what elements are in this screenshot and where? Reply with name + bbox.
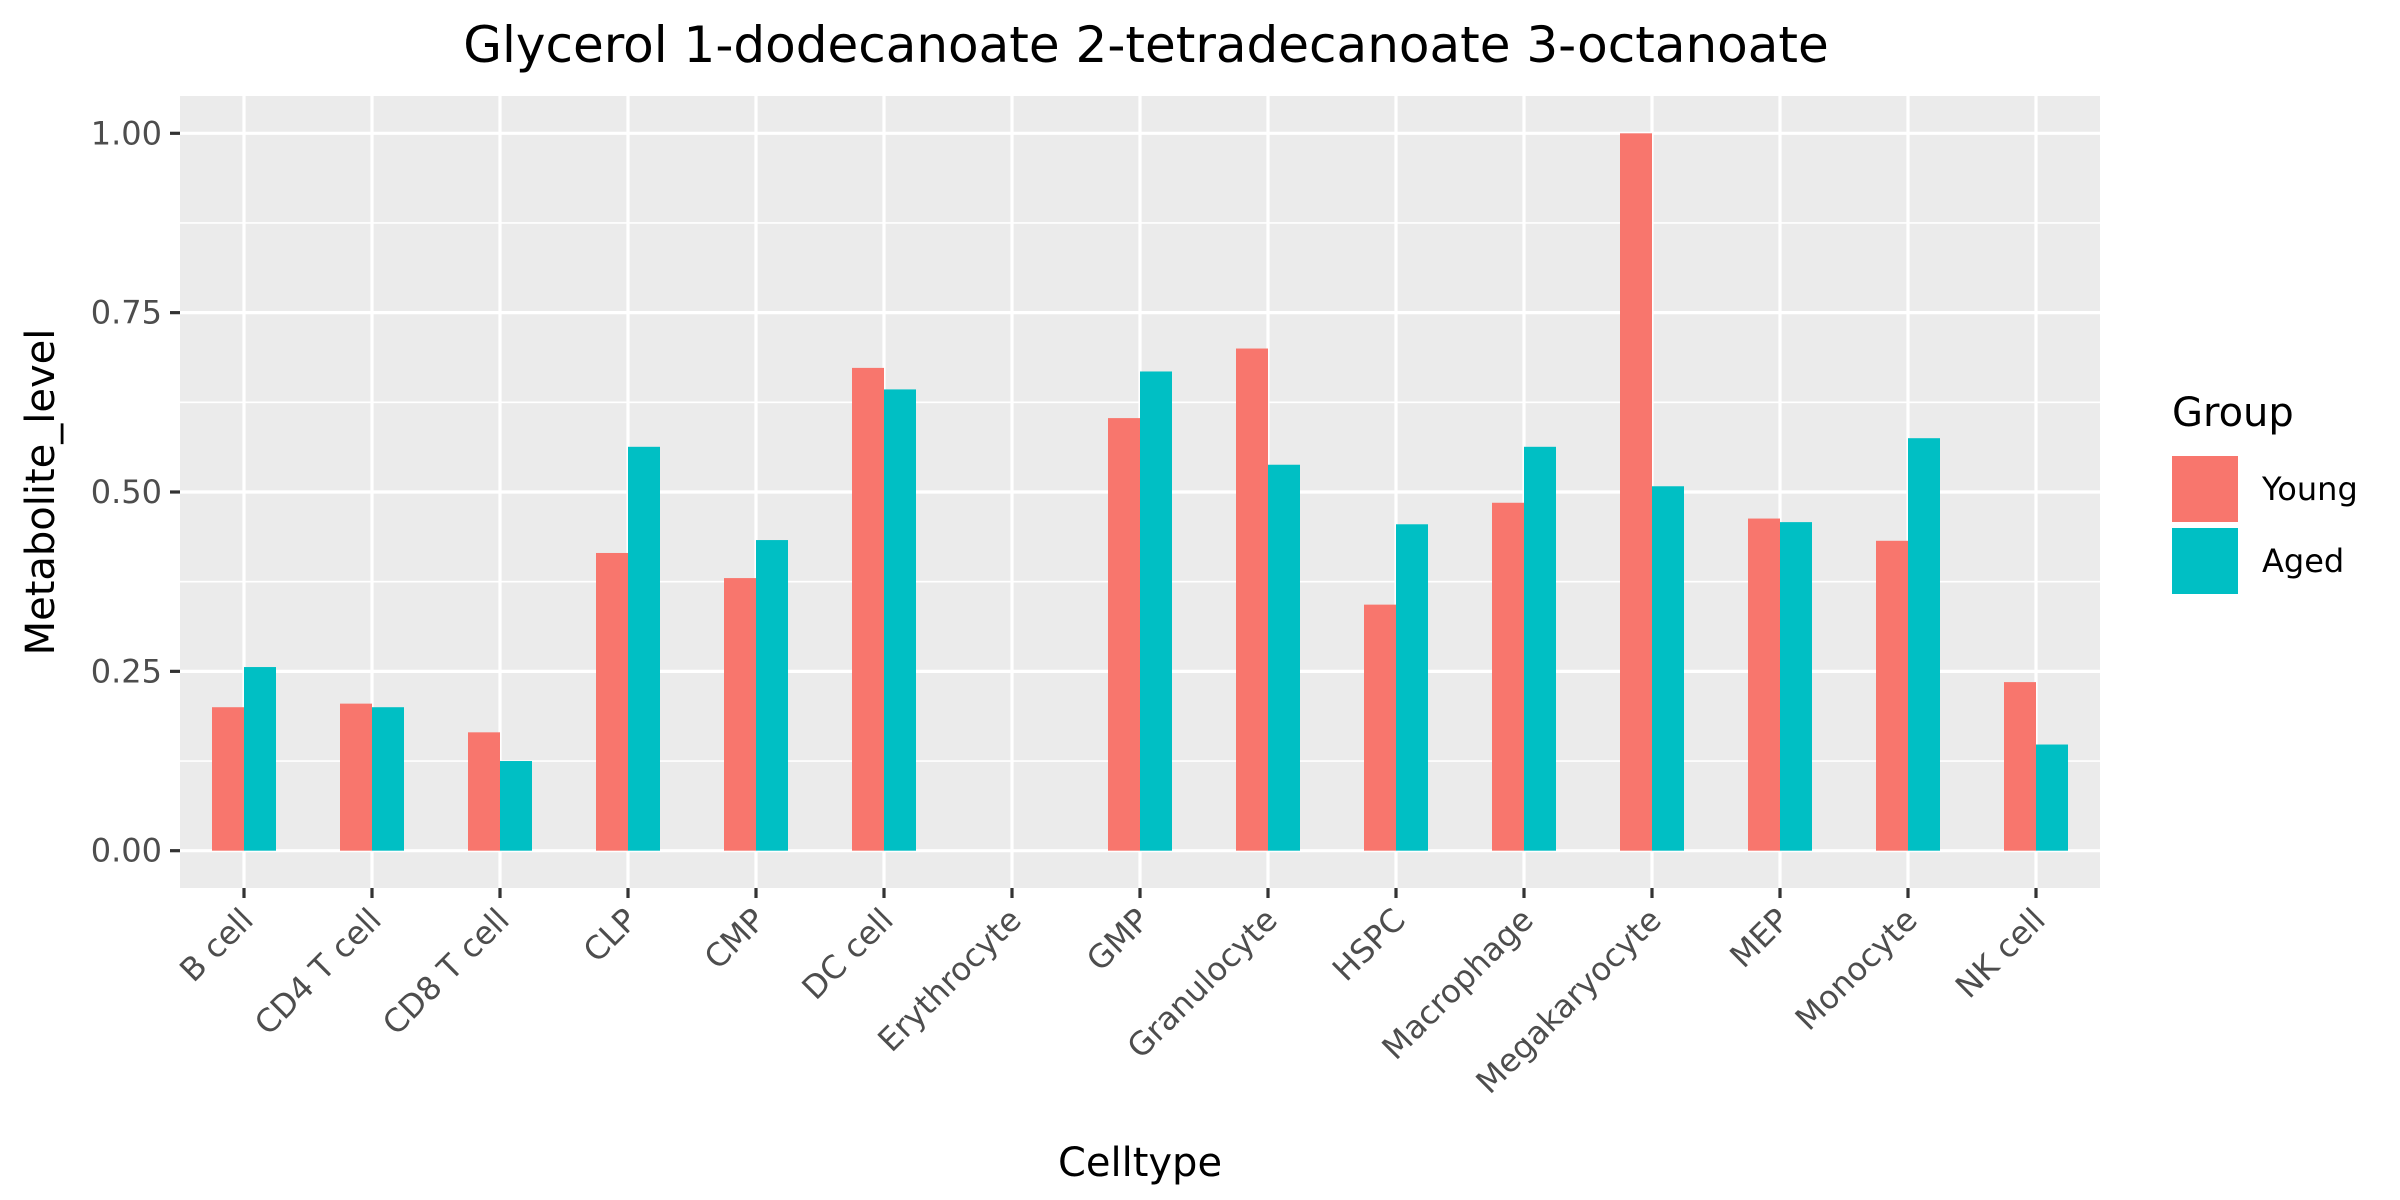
- x-axis-title: Celltype: [1058, 1140, 1222, 1186]
- bars: [212, 133, 2068, 851]
- y-tick-label: 0.00: [91, 832, 162, 870]
- x-tick-label: NK cell: [1948, 901, 2053, 1006]
- bar-aged: [1780, 522, 1812, 851]
- bar-aged: [1140, 371, 1172, 851]
- bar-aged: [244, 667, 276, 851]
- bar-young: [1236, 348, 1268, 851]
- x-tick-label: CD4 T cell: [247, 901, 389, 1043]
- bar-aged: [756, 540, 788, 851]
- bar-aged: [1652, 486, 1684, 851]
- bar-young: [2004, 682, 2036, 851]
- y-tick-label: 0.25: [91, 652, 162, 690]
- x-tick-label: MEP: [1722, 901, 1796, 975]
- bar-young: [596, 552, 628, 851]
- legend: Group Young Aged: [2172, 390, 2358, 594]
- x-tick-label: DC cell: [794, 901, 900, 1007]
- bar-aged: [500, 761, 532, 851]
- y-tick-label: 0.50: [91, 473, 162, 511]
- y-tick-label: 0.75: [91, 294, 162, 332]
- bar-young: [1492, 502, 1524, 851]
- y-tick-label: 1.00: [91, 114, 162, 152]
- y-axis-title: Metabolite_level: [18, 329, 64, 656]
- legend-label-young: Young: [2261, 470, 2358, 508]
- bar-aged: [1908, 438, 1940, 851]
- bar-aged: [884, 389, 916, 851]
- bar-young: [1748, 518, 1780, 851]
- x-tick-label: CD8 T cell: [375, 901, 517, 1043]
- legend-label-aged: Aged: [2262, 542, 2344, 580]
- bar-aged: [1396, 524, 1428, 851]
- legend-key-young: [2172, 456, 2238, 522]
- bar-aged: [372, 707, 404, 851]
- bar-young: [852, 367, 884, 851]
- bar-aged: [1268, 464, 1300, 851]
- bar-young: [212, 707, 244, 851]
- legend-title: Group: [2172, 390, 2294, 436]
- bar-young: [724, 578, 756, 851]
- legend-key-aged: [2172, 528, 2238, 594]
- x-tick-label: B cell: [172, 901, 261, 990]
- bar-aged: [628, 446, 660, 851]
- y-axis: 0.00 0.25 0.50 0.75 1.00: [91, 114, 180, 870]
- bar-young: [340, 703, 372, 851]
- bar-aged: [1524, 446, 1556, 851]
- chart-title: Glycerol 1-dodecanoate 2-tetradecanoate …: [463, 16, 1829, 74]
- x-tick-label: Monocyte: [1788, 901, 1925, 1038]
- bar-young: [1108, 418, 1140, 851]
- x-tick-label: HSPC: [1325, 901, 1413, 989]
- bar-young: [1364, 604, 1396, 851]
- bar-young: [1876, 540, 1908, 851]
- x-tick-label: CLP: [576, 901, 645, 970]
- bar-young: [1620, 133, 1652, 851]
- x-tick-label: CMP: [697, 901, 773, 977]
- bar-young: [468, 732, 500, 851]
- x-tick-label: GMP: [1079, 901, 1157, 979]
- bar-aged: [2036, 744, 2068, 851]
